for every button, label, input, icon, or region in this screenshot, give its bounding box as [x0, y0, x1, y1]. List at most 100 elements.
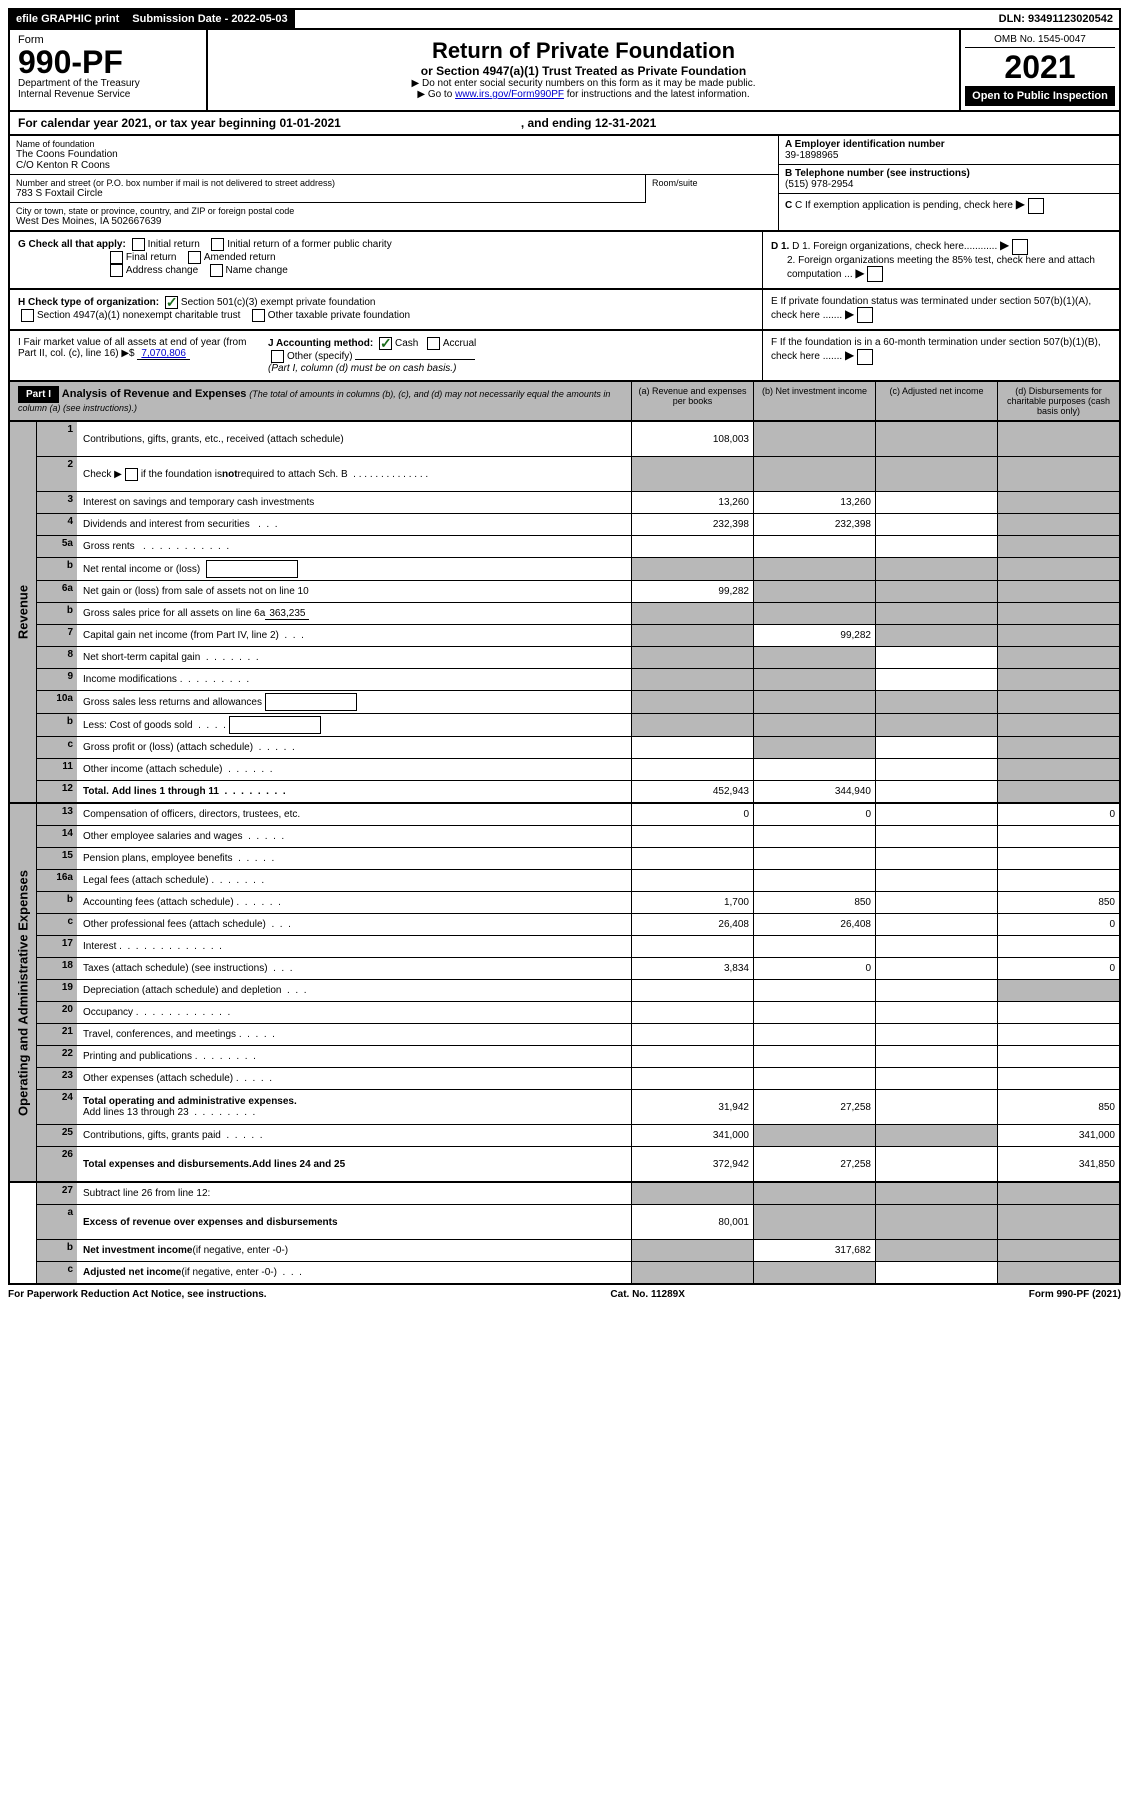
- line-18: Taxes (attach schedule) (see instruction…: [77, 958, 631, 979]
- paperwork-notice: For Paperwork Reduction Act Notice, see …: [8, 1289, 267, 1300]
- revenue-table: Revenue 1Contributions, gifts, grants, e…: [8, 422, 1121, 804]
- room-suite-cell: Room/suite: [646, 175, 778, 203]
- line-15: Pension plans, employee benefits . . . .…: [77, 848, 631, 869]
- expenses-table: Operating and Administrative Expenses 13…: [8, 804, 1121, 1183]
- line-5a: Gross rents . . . . . . . . . . .: [77, 536, 631, 557]
- section-c-cell: C C If exemption application is pending,…: [779, 194, 1119, 216]
- dept-treasury: Department of the Treasury: [18, 78, 198, 89]
- checkbox-f[interactable]: [857, 349, 873, 365]
- g-row: G Check all that apply: Initial return I…: [18, 238, 754, 277]
- line-27: Subtract line 26 from line 12:: [77, 1183, 631, 1204]
- cat-no: Cat. No. 11289X: [610, 1289, 684, 1300]
- checkbox-d1[interactable]: [1012, 239, 1028, 255]
- line-21: Travel, conferences, and meetings . . . …: [77, 1024, 631, 1045]
- dln: DLN: 93491123020542: [993, 10, 1119, 28]
- ssn-note: ▶ Do not enter social security numbers o…: [216, 78, 951, 89]
- checkbox-501c3[interactable]: [165, 296, 178, 309]
- f-row: F If the foundation is in a 60-month ter…: [763, 331, 1119, 380]
- goto-note: ▶ Go to www.irs.gov/Form990PF for instru…: [216, 89, 951, 100]
- submission-date: Submission Date - 2022-05-03: [126, 10, 294, 28]
- line-16a: Legal fees (attach schedule) . . . . . .…: [77, 870, 631, 891]
- line-23: Other expenses (attach schedule) . . . .…: [77, 1068, 631, 1089]
- line-7: Capital gain net income (from Part IV, l…: [77, 625, 631, 646]
- line-14: Other employee salaries and wages . . . …: [77, 826, 631, 847]
- line-3: Interest on savings and temporary cash i…: [77, 492, 631, 513]
- checkbox-address-change[interactable]: [110, 264, 123, 277]
- line-27b: Net investment income (if negative, ente…: [77, 1240, 631, 1261]
- form-number: 990-PF: [18, 46, 198, 78]
- line-4: Dividends and interest from securities .…: [77, 514, 631, 535]
- checkbox-cash[interactable]: [379, 337, 392, 350]
- col-a-header: (a) Revenue and expenses per books: [631, 382, 753, 420]
- line-17: Interest . . . . . . . . . . . . .: [77, 936, 631, 957]
- line-6a: Net gain or (loss) from sale of assets n…: [77, 581, 631, 602]
- j-cell: J Accounting method: Cash Accrual Other …: [258, 337, 754, 374]
- efile-print: efile GRAPHIC print: [10, 10, 126, 28]
- line-25: Contributions, gifts, grants paid . . . …: [77, 1125, 631, 1146]
- col-d-header: (d) Disbursements for charitable purpose…: [997, 382, 1119, 420]
- header-right: OMB No. 1545-0047 2021 Open to Public In…: [961, 30, 1119, 110]
- checkbox-other-taxable[interactable]: [252, 309, 265, 322]
- line-8: Net short-term capital gain . . . . . . …: [77, 647, 631, 668]
- phone-cell: B Telephone number (see instructions) (5…: [779, 165, 1119, 194]
- info-block: Name of foundation The Coons Foundation …: [8, 136, 1121, 232]
- tax-year: 2021: [965, 48, 1115, 86]
- form-header: Form 990-PF Department of the Treasury I…: [8, 30, 1121, 112]
- part1-header-row: Part I Analysis of Revenue and Expenses …: [8, 382, 1121, 422]
- checkbox-initial-return[interactable]: [132, 238, 145, 251]
- foundation-name-cell: Name of foundation The Coons Foundation …: [10, 136, 778, 175]
- part1-badge: Part I: [18, 386, 59, 403]
- i-cell: I Fair market value of all assets at end…: [18, 337, 258, 374]
- checkbox-initial-former[interactable]: [211, 238, 224, 251]
- checkbox-name-change[interactable]: [210, 264, 223, 277]
- check-i-j-f: I Fair market value of all assets at end…: [8, 331, 1121, 382]
- header-left: Form 990-PF Department of the Treasury I…: [10, 30, 208, 110]
- line-5b: Net rental income or (loss): [77, 558, 631, 580]
- d2-row: 2. Foreign organizations meeting the 85%…: [771, 255, 1111, 282]
- e-row: E If private foundation status was termi…: [763, 290, 1119, 329]
- col-b-header: (b) Net investment income: [753, 382, 875, 420]
- line-27a: Excess of revenue over expenses and disb…: [77, 1205, 631, 1239]
- line-12: Total. Add lines 1 through 11 . . . . . …: [77, 781, 631, 802]
- checkbox-final-return[interactable]: [110, 251, 123, 264]
- line-24: Total operating and administrative expen…: [77, 1090, 631, 1124]
- line-1: Contributions, gifts, grants, etc., rece…: [77, 422, 631, 456]
- form-footer: Form 990-PF (2021): [1029, 1289, 1121, 1300]
- checkbox-other-method[interactable]: [271, 350, 284, 363]
- checkbox-e[interactable]: [857, 307, 873, 323]
- line-13: Compensation of officers, directors, tru…: [77, 804, 631, 825]
- line-9: Income modifications . . . . . . . . .: [77, 669, 631, 690]
- form-title: Return of Private Foundation: [216, 38, 951, 64]
- check-g-d: G Check all that apply: Initial return I…: [8, 232, 1121, 290]
- d1-row: D 1. D 1. Foreign organizations, check h…: [771, 238, 1111, 254]
- line-6b: Gross sales price for all assets on line…: [77, 603, 631, 624]
- calendar-year-row: For calendar year 2021, or tax year begi…: [8, 112, 1121, 136]
- line-16c: Other professional fees (attach schedule…: [77, 914, 631, 935]
- checkbox-accrual[interactable]: [427, 337, 440, 350]
- line-16b: Accounting fees (attach schedule) . . . …: [77, 892, 631, 913]
- line-10a: Gross sales less returns and allowances: [77, 691, 631, 713]
- page-footer: For Paperwork Reduction Act Notice, see …: [8, 1285, 1121, 1304]
- header-center: Return of Private Foundation or Section …: [208, 30, 961, 110]
- omb-number: OMB No. 1545-0047: [965, 34, 1115, 48]
- checkbox-d2[interactable]: [867, 266, 883, 282]
- address-cell: Number and street (or P.O. box number if…: [10, 175, 646, 203]
- expenses-side-label: Operating and Administrative Expenses: [10, 804, 37, 1181]
- irs-label: Internal Revenue Service: [18, 89, 198, 100]
- checkbox-4947[interactable]: [21, 309, 34, 322]
- top-bar: efile GRAPHIC print Submission Date - 20…: [8, 8, 1121, 30]
- line-2: Check ▶ if the foundation is not require…: [77, 457, 631, 491]
- line-26: Total expenses and disbursements. Add li…: [77, 1147, 631, 1181]
- city-cell: City or town, state or province, country…: [10, 203, 778, 230]
- checkbox-c[interactable]: [1028, 198, 1044, 214]
- line-19: Depreciation (attach schedule) and deple…: [77, 980, 631, 1001]
- checkbox-amended-return[interactable]: [188, 251, 201, 264]
- check-h-e: H Check type of organization: Section 50…: [8, 290, 1121, 331]
- open-public-badge: Open to Public Inspection: [965, 86, 1115, 106]
- line-10b: Less: Cost of goods sold . . . .: [77, 714, 631, 736]
- line-22: Printing and publications . . . . . . . …: [77, 1046, 631, 1067]
- ein-cell: A Employer identification number 39-1898…: [779, 136, 1119, 165]
- line-20: Occupancy . . . . . . . . . . . .: [77, 1002, 631, 1023]
- form990pf-link[interactable]: www.irs.gov/Form990PF: [455, 89, 564, 100]
- checkbox-sch-b[interactable]: [125, 468, 138, 481]
